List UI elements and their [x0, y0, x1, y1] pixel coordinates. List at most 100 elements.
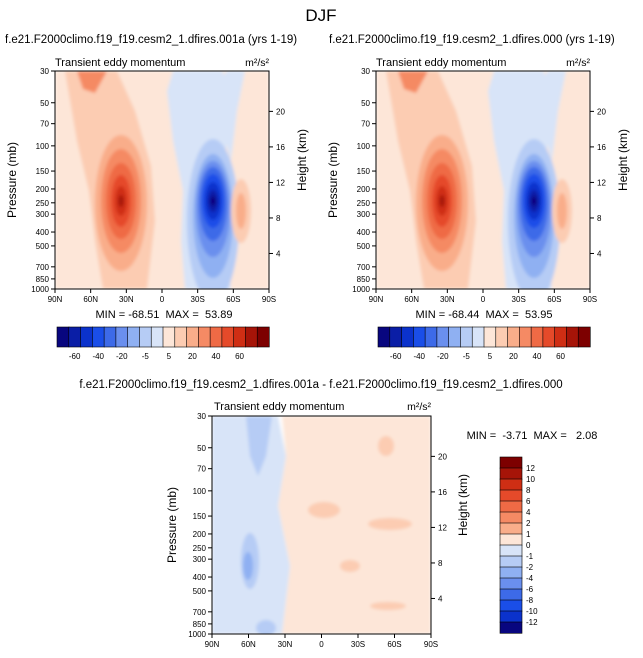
colorbar-label: -60: [69, 352, 81, 361]
colorbar-swatch: [413, 326, 426, 348]
y2-tick-label: 8: [276, 214, 281, 223]
panel-subtitle: f.e21.F2000climo.f19_f19.cesm2_1.dfires.…: [79, 379, 562, 391]
x-tick-label: 60N: [83, 295, 98, 304]
y-tick-label: 250: [193, 544, 207, 553]
y-axis-label: Pressure (mb): [326, 142, 340, 218]
colorbar-label: -12: [526, 618, 538, 627]
colorbar-swatch: [530, 326, 544, 348]
colorbar-label: 10: [526, 475, 535, 484]
contour-level: [368, 518, 412, 530]
contour-band-negative: [246, 416, 272, 476]
y-tick-label: 500: [193, 587, 207, 596]
y2-axis-label: Height (km): [616, 129, 630, 191]
colorbar-label: -60: [390, 352, 402, 361]
y-tick-label: 70: [197, 465, 206, 474]
colorbar-swatch: [56, 326, 70, 348]
y-tick-label: 100: [193, 487, 207, 496]
x-tick-label: 60N: [241, 640, 256, 649]
colorbar-swatch: [221, 326, 235, 348]
y-tick-label: 300: [357, 210, 371, 219]
contour-field: [376, 71, 590, 289]
y2-tick-label: 4: [438, 594, 443, 603]
y-tick-label: 70: [40, 120, 49, 129]
colorbar-swatch: [460, 326, 473, 348]
contour-level: [243, 552, 253, 580]
colorbar-swatch: [499, 555, 523, 568]
colorbar-label: -40: [413, 352, 425, 361]
stats-min-max: MIN = -68.51 MAX = 53.89: [96, 309, 233, 321]
y-tick-label: 30: [40, 67, 49, 76]
panel-subtitle: f.e21.F2000climo.f19_f19.cesm2_1.dfires.…: [329, 34, 615, 46]
colorbar-swatch: [92, 326, 105, 348]
contour-level: [557, 193, 567, 229]
colorbar-swatch: [103, 326, 117, 348]
x-tick-label: 30N: [119, 295, 134, 304]
y-tick-label: 200: [36, 185, 50, 194]
colorbar-swatch: [436, 326, 450, 348]
y-tick-label: 300: [193, 555, 207, 564]
colorbar-swatch: [577, 326, 591, 348]
colorbar-label: 40: [533, 352, 542, 361]
colorbar-swatch: [80, 326, 93, 348]
y2-tick-label: 4: [276, 249, 281, 258]
colorbar-label: 12: [526, 464, 535, 473]
colorbar-swatch: [483, 326, 497, 348]
y-tick-label: 1000: [31, 285, 49, 294]
colorbar-label: 2: [526, 519, 531, 528]
colorbar-swatch: [233, 326, 247, 348]
colorbar-swatch: [566, 326, 579, 348]
contour-band-positive: [278, 416, 431, 634]
colorbar-label: 60: [556, 352, 565, 361]
y-tick-label: 850: [36, 275, 50, 284]
colorbar-swatch: [186, 326, 199, 348]
y-tick-label: 150: [193, 512, 207, 521]
contour-band-negative: [532, 71, 566, 161]
y2-tick-label: 8: [438, 559, 443, 568]
colorbar-swatch: [499, 588, 523, 601]
panel-variable: Transient eddy momentum: [376, 57, 506, 69]
colorbar-swatch: [499, 522, 523, 535]
y2-tick-label: 8: [597, 214, 602, 223]
y2-tick-label: 20: [438, 452, 447, 461]
colorbar-label: -1: [526, 552, 534, 561]
colorbar-top-right: -60 -40 -20 -5 5 20 40 60: [377, 326, 591, 361]
y-tick-label: 850: [357, 275, 371, 284]
colorbar-label: 5: [167, 352, 172, 361]
contour-level: [378, 436, 394, 456]
colorbar-swatch: [499, 577, 523, 590]
contour-level: [210, 196, 216, 206]
colorbar-swatch: [495, 326, 509, 348]
colorbar-label: -6: [526, 585, 534, 594]
contour-band-negative: [212, 416, 290, 634]
x-tick-label: 90S: [583, 295, 597, 304]
colorbar-swatch: [209, 326, 223, 348]
y-tick-label: 50: [40, 99, 49, 108]
colorbar-swatch: [471, 326, 485, 348]
panel-subtitle: f.e21.F2000climo.f19_f19.cesm2_1.dfires.…: [5, 34, 297, 46]
colorbar-swatch: [256, 326, 270, 348]
colorbar-swatch: [542, 326, 556, 348]
colorbar-swatch: [389, 326, 403, 348]
y2-axis-label: Height (km): [456, 474, 470, 536]
x-tick-label: 90S: [262, 295, 276, 304]
y2-tick-label: 12: [597, 178, 606, 187]
colorbar-swatch: [499, 489, 523, 502]
x-tick-label: 0: [160, 295, 165, 304]
x-tick-label: 30N: [278, 640, 293, 649]
panel-difference: f.e21.F2000climo.f19_f19.cesm2_1.dfires.…: [79, 379, 597, 649]
contour-band-negative: [211, 71, 245, 161]
x-tick-label: 30S: [512, 295, 526, 304]
y-tick-label: 700: [357, 263, 371, 272]
colorbar-swatch: [499, 456, 523, 469]
y-tick-label: 100: [357, 142, 371, 151]
x-tick-label: 30N: [440, 295, 455, 304]
panel-top-right: f.e21.F2000climo.f19_f19.cesm2_1.dfires.…: [326, 34, 630, 321]
y-tick-label: 50: [361, 99, 370, 108]
y-tick-label: 70: [361, 120, 370, 129]
panel-units: m²/s²: [245, 57, 269, 69]
y-tick-label: 700: [193, 608, 207, 617]
y-tick-label: 400: [36, 228, 50, 237]
y-tick-label: 400: [357, 228, 371, 237]
